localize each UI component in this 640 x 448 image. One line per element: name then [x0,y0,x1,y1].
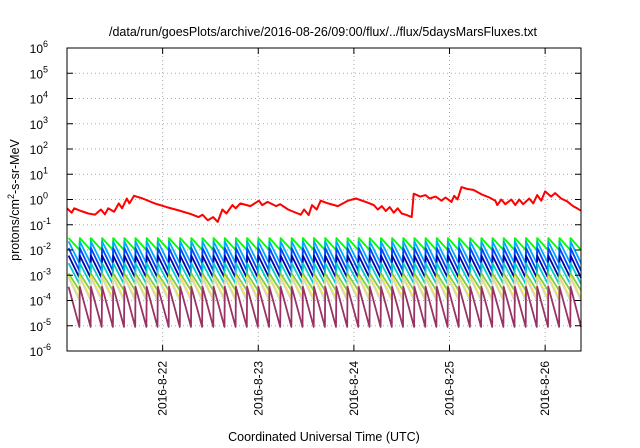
y-tick-label: 103 [30,115,48,132]
y-tick-exponent: 3 [43,115,48,125]
y-tick-exponent: 4 [43,90,48,100]
x-tick-label: 2016-8-25 [443,361,457,416]
y-tick-label: 105 [30,64,48,81]
series-line-10 [67,285,582,328]
y-tick-base: 10 [30,269,44,283]
x-tick-label: 2016-8-22 [156,361,170,416]
y-tick-base: 10 [30,67,44,81]
y-tick-base: 10 [30,320,44,334]
y-tick-exponent: -6 [43,342,51,352]
y-tick-exponent: 2 [43,140,48,150]
y-tick-base: 10 [30,93,44,107]
y-tick-base: 10 [30,42,44,56]
y-tick-exponent: -3 [43,266,51,276]
y-tick-label: 101 [30,165,48,182]
y-tick-label: 10-6 [30,342,51,359]
y-tick-label: 104 [30,90,48,107]
y-tick-base: 10 [30,219,44,233]
y-tick-base: 10 [30,345,44,359]
y-tick-exponent: -4 [43,292,51,302]
x-tick-label: 2016-8-24 [347,361,361,416]
y-tick-base: 10 [30,194,44,208]
y-axis-label-sup: 2 [6,194,16,199]
y-axis-ticks: 10-610-510-410-310-210-11001011021031041… [30,39,581,359]
y-tick-label: 10-3 [30,266,51,283]
y-axis-label-rest: -s-sr-MeV [8,138,22,194]
y-tick-exponent: -1 [43,216,51,226]
y-tick-exponent: 1 [43,165,48,175]
y-tick-exponent: -5 [43,317,51,327]
y-tick-base: 10 [30,295,44,309]
y-axis-label: protons/cm2-s-sr-MeV [6,138,22,260]
chart-title: /data/run/goesPlots/archive/2016-08-26/0… [109,25,538,39]
y-axis-label-main: protons/cm [8,199,22,261]
x-tick-label: 2016-8-23 [251,361,265,416]
y-tick-label: 102 [30,140,48,157]
y-tick-exponent: -2 [43,241,51,251]
y-tick-base: 10 [30,118,44,132]
y-tick-exponent: 5 [43,64,48,74]
x-axis-ticks: 2016-8-22 2016-8-23 2016-8-24 2016-8-25 2016… [156,48,552,416]
y-tick-label: 10-5 [30,317,51,334]
series-layer [66,186,582,328]
y-tick-exponent: 0 [43,191,48,201]
y-tick-label: 10-4 [30,292,51,309]
y-tick-label: 100 [30,191,48,208]
series-line-1 [66,186,582,223]
x-tick-label: 2016-8-26 [538,361,552,416]
y-tick-base: 10 [30,168,44,182]
y-tick-label: 106 [30,39,48,56]
x-axis-label: Coordinated Universal Time (UTC) [228,430,420,444]
y-tick-base: 10 [30,143,44,157]
y-tick-exponent: 6 [43,39,48,49]
y-tick-label: 10-1 [30,216,51,233]
y-tick-label: 10-2 [30,241,51,258]
y-tick-base: 10 [30,244,44,258]
